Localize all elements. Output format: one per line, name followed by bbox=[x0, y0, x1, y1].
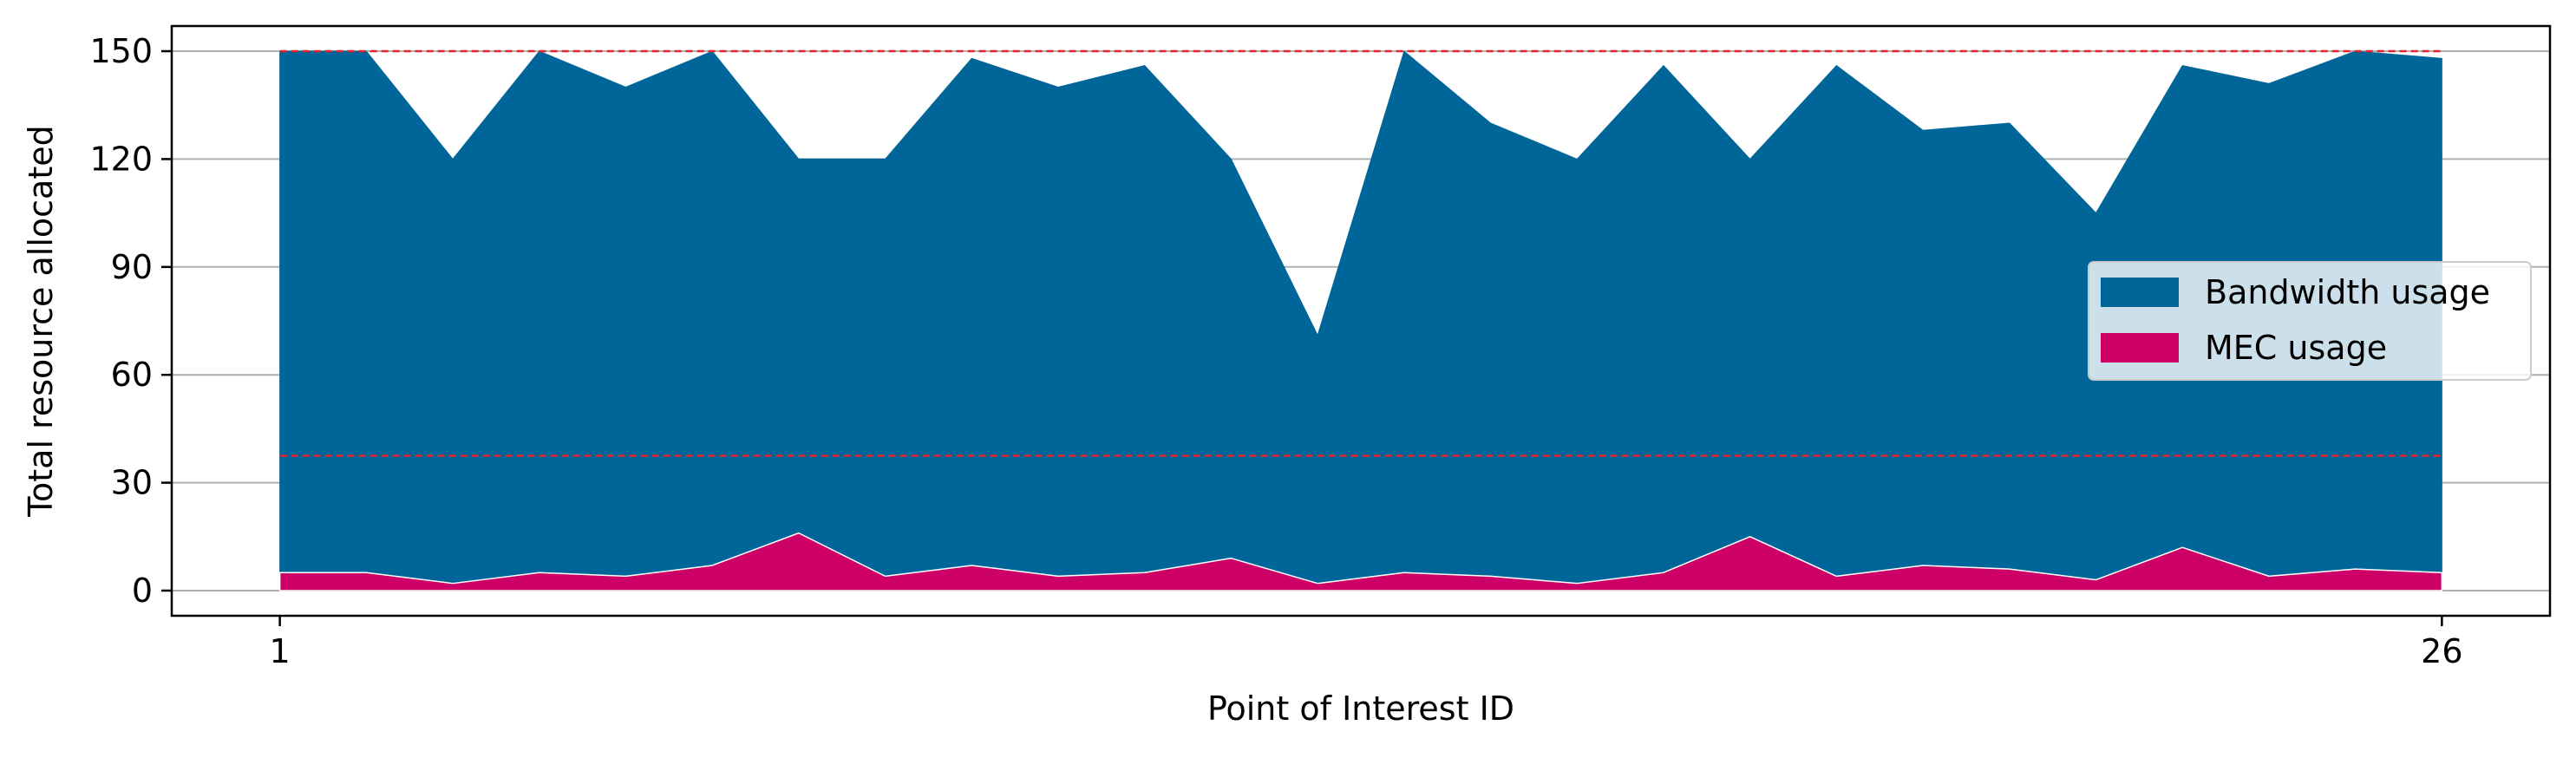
x-tick-label-1: 1 bbox=[270, 632, 291, 670]
y-tick-label-150: 150 bbox=[89, 32, 153, 70]
y-tick-label-120: 120 bbox=[89, 140, 153, 178]
legend-swatch-bandwidth-usage bbox=[2101, 278, 2179, 307]
y-tick-label-0: 0 bbox=[132, 572, 153, 610]
y-tick-label-90: 90 bbox=[111, 248, 153, 286]
y-axis-title: Total resource allocated bbox=[22, 125, 60, 518]
legend-label-bandwidth-usage: Bandwidth usage bbox=[2205, 273, 2490, 311]
legend-label-mec-usage: MEC usage bbox=[2205, 329, 2387, 367]
y-tick-label-60: 60 bbox=[111, 356, 153, 394]
x-tick-label-26: 26 bbox=[2421, 632, 2462, 670]
legend: Bandwidth usage MEC usage bbox=[2089, 262, 2531, 380]
x-axis-title: Point of Interest ID bbox=[1207, 689, 1514, 728]
y-tick-label-30: 30 bbox=[111, 464, 153, 502]
legend-swatch-mec-usage bbox=[2101, 333, 2179, 363]
